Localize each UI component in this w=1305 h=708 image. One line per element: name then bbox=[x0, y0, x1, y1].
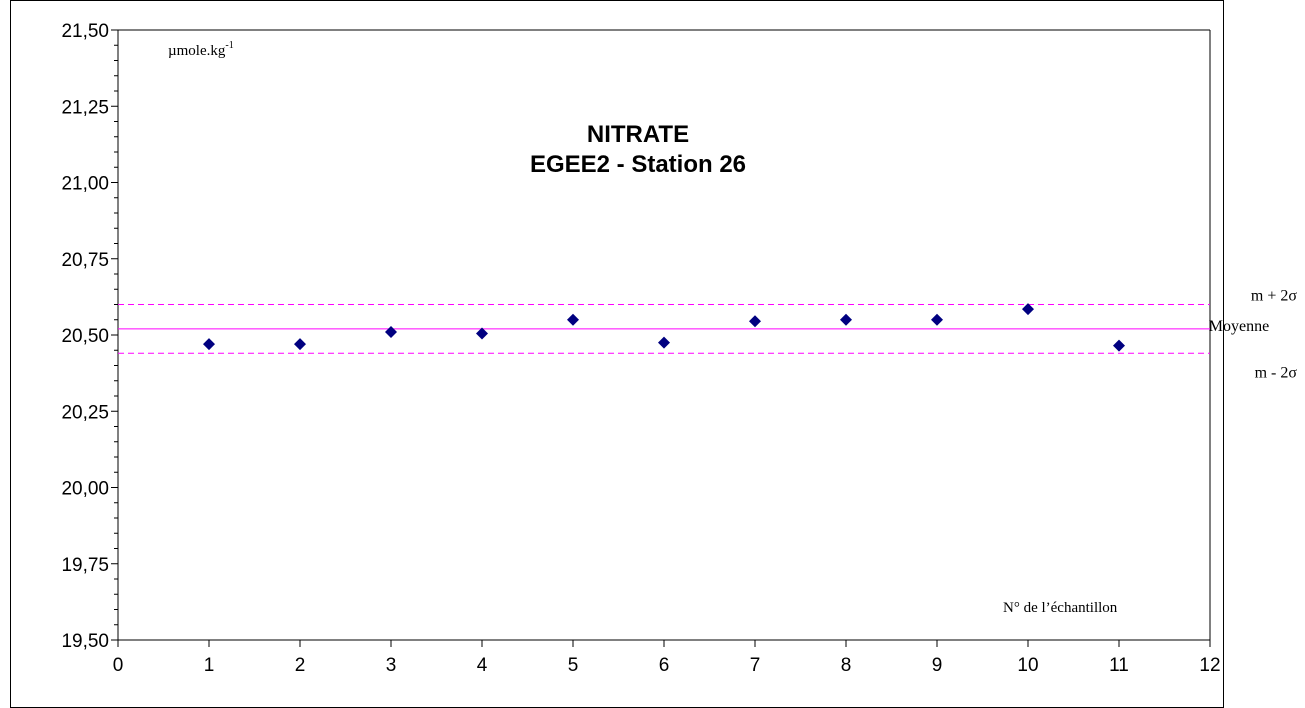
data-point bbox=[203, 338, 215, 351]
y-tick-label: 19,75 bbox=[61, 555, 109, 576]
data-point bbox=[476, 327, 488, 340]
data-point bbox=[840, 313, 852, 326]
data-point bbox=[749, 315, 761, 328]
y-tick-label: 19,50 bbox=[61, 631, 109, 652]
x-tick-label: 3 bbox=[386, 655, 397, 676]
y-tick-label: 20,50 bbox=[61, 326, 109, 347]
x-tick-label: 6 bbox=[659, 655, 670, 676]
data-point bbox=[931, 313, 943, 326]
x-tick-label: 8 bbox=[841, 655, 852, 676]
y-tick-label: 21,00 bbox=[61, 174, 109, 195]
reference-label-lower-2sigma: m - 2σ bbox=[1255, 364, 1298, 381]
chart-subtitle: EGEE2 - Station 26 bbox=[530, 151, 746, 178]
y-unit-label: µmole.kg-1 bbox=[168, 40, 234, 59]
x-tick-label: 0 bbox=[113, 655, 124, 676]
y-tick-label: 20,00 bbox=[61, 479, 109, 500]
y-tick-label: 20,75 bbox=[61, 250, 109, 271]
data-points bbox=[203, 303, 1125, 352]
data-point bbox=[1022, 303, 1034, 316]
data-point bbox=[658, 336, 670, 349]
x-tick-label: 10 bbox=[1017, 655, 1038, 676]
reference-label-mean: Moyenne bbox=[1209, 318, 1269, 335]
x-tick-label: 4 bbox=[477, 655, 488, 676]
axes: 19,50 19,75 20,00 20,25 20,50 20,75 21,00 21,25… bbox=[61, 21, 1220, 676]
x-tick-label: 12 bbox=[1199, 655, 1220, 676]
x-tick-label: 5 bbox=[568, 655, 579, 676]
chart-title: NITRATE bbox=[587, 121, 689, 148]
chart-border bbox=[10, 0, 1224, 708]
reference-label-upper-2sigma: m + 2σ bbox=[1251, 288, 1297, 305]
y-unit-exponent: -1 bbox=[225, 40, 233, 51]
y-tick-label: 21,50 bbox=[61, 21, 109, 42]
x-tick-label: 11 bbox=[1109, 655, 1129, 676]
y-tick-label: 21,25 bbox=[61, 97, 109, 118]
data-point bbox=[567, 313, 579, 326]
x-tick-label: 7 bbox=[750, 655, 761, 676]
data-point bbox=[294, 338, 306, 351]
data-point bbox=[385, 325, 397, 338]
x-tick-label: 9 bbox=[932, 655, 943, 676]
data-point bbox=[1113, 339, 1125, 352]
y-unit-text: µmole.kg bbox=[168, 43, 226, 59]
x-axis-label: N° de l’échantillon bbox=[1003, 600, 1118, 616]
x-tick-label: 2 bbox=[295, 655, 306, 676]
y-tick-label: 20,25 bbox=[61, 402, 109, 423]
x-tick-label: 1 bbox=[204, 655, 215, 676]
